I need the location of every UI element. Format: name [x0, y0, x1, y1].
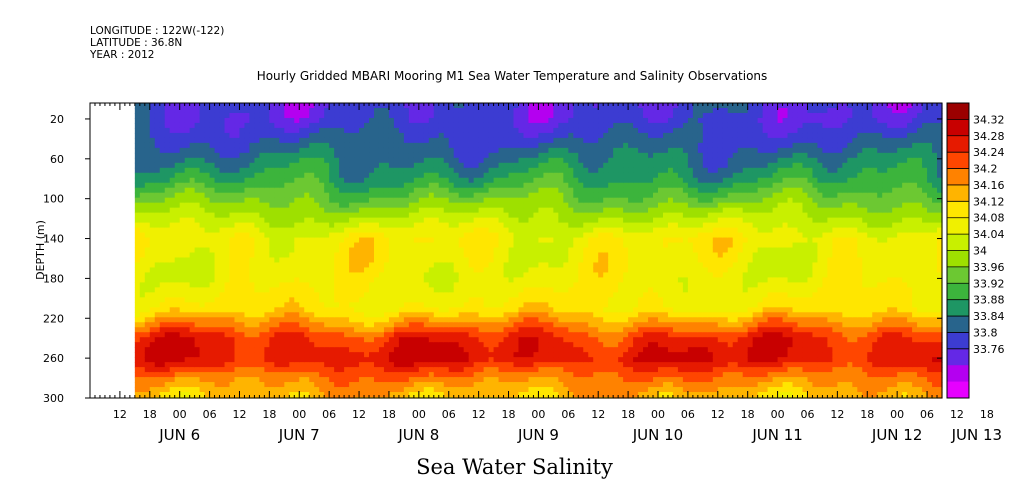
colorbar-label: 33.8 — [973, 326, 998, 339]
colorbar-label: 34.08 — [973, 212, 1005, 225]
year-label: YEAR : 2012 — [90, 49, 155, 61]
x-hour-label: 18 — [502, 408, 516, 421]
colorbar-swatch — [947, 168, 969, 186]
colorbar-label: 34.2 — [973, 163, 998, 176]
colorbar-label: 33.84 — [973, 310, 1005, 323]
colorbar-label: 34 — [973, 245, 987, 258]
colorbar-swatch — [947, 381, 969, 399]
colorbar-label: 34.04 — [973, 228, 1005, 241]
x-hour-label: 00 — [890, 408, 904, 421]
y-tick-label: 180 — [43, 272, 64, 285]
colorbar-swatch — [947, 316, 969, 333]
x-date-label: JUN 12 — [871, 426, 922, 444]
x-hour-label: 12 — [113, 408, 127, 421]
x-date-label: JUN 10 — [632, 426, 683, 444]
x-hour-label: 00 — [173, 408, 187, 421]
x-axis: 12 18 00 06 12 18 00 06 12 18 00 06 12 18 00 06 12 18 00 06… — [89, 103, 1002, 444]
x-hour-label: 12 — [472, 408, 486, 421]
x-hour-label: 12 — [711, 408, 725, 421]
y-tick-label: 300 — [43, 392, 64, 405]
colorbar-label: 34.16 — [973, 179, 1005, 192]
y-tick-label: 140 — [43, 233, 64, 246]
x-hour-label: 00 — [531, 408, 545, 421]
colorbar-swatch — [947, 103, 969, 120]
colorbar-label: 34.24 — [973, 146, 1005, 159]
colorbar-swatch — [947, 217, 969, 235]
colorbar-label: 33.88 — [973, 294, 1005, 307]
colorbar-swatch — [947, 365, 969, 383]
x-hour-label: 18 — [741, 408, 755, 421]
colorbar-swatch — [947, 299, 969, 317]
x-hour-label: 00 — [412, 408, 426, 421]
x-hour-label: 06 — [322, 408, 336, 421]
x-hour-label: 12 — [830, 408, 844, 421]
x-hour-label: 12 — [352, 408, 366, 421]
colorbar-swatch — [947, 119, 969, 137]
colorbar-swatch — [947, 201, 969, 219]
y-tick-label: 260 — [43, 352, 64, 365]
x-hour-label: 06 — [681, 408, 695, 421]
colorbar-swatch — [947, 266, 969, 284]
x-date-label: JUN 7 — [278, 426, 320, 444]
colorbar-label: 34.32 — [973, 113, 1005, 126]
y-tick-label: 20 — [50, 113, 64, 126]
x-axis-label: Sea Water Salinity — [416, 455, 613, 479]
x-hour-label: 18 — [382, 408, 396, 421]
x-hour-label: 06 — [800, 408, 814, 421]
x-hour-label: 18 — [980, 408, 994, 421]
x-hour-label: 18 — [621, 408, 635, 421]
y-tick-label: 60 — [50, 153, 64, 166]
x-hour-label: 06 — [442, 408, 456, 421]
x-hour-label: 06 — [920, 408, 934, 421]
x-hour-label: 00 — [771, 408, 785, 421]
colorbar-swatch — [947, 348, 969, 366]
x-date-label: JUN 6 — [158, 426, 200, 444]
colorbar-label: 34.12 — [973, 195, 1005, 208]
colorbar-swatch — [947, 152, 969, 170]
colorbar-swatch — [947, 332, 969, 350]
x-date-label: JUN 8 — [397, 426, 439, 444]
chart-title: Hourly Gridded MBARI Mooring M1 Sea Wate… — [256, 69, 768, 83]
y-tick-label: 100 — [43, 193, 64, 206]
colorbar-swatch — [947, 234, 969, 251]
colorbar-label: 33.76 — [973, 343, 1005, 356]
colorbar-swatch — [947, 135, 969, 153]
x-hour-label: 18 — [262, 408, 276, 421]
x-hour-label: 06 — [203, 408, 217, 421]
longitude-label: LONGITUDE : 122W(-122) — [90, 25, 225, 37]
y-tick-label: 220 — [43, 312, 64, 325]
plot-frame — [89, 102, 943, 399]
x-date-label: JUN 11 — [751, 426, 802, 444]
x-date-label: JUN 13 — [951, 426, 1002, 444]
x-hour-label: 00 — [292, 408, 306, 421]
x-hour-label: 12 — [591, 408, 605, 421]
x-hour-label: 18 — [143, 408, 157, 421]
colorbar-label: 33.96 — [973, 261, 1005, 274]
x-hour-label: 06 — [561, 408, 575, 421]
salinity-heatmap — [134, 103, 943, 399]
y-axis: 20 60 100 140 180 220 260 300 — [43, 113, 942, 405]
colorbar-swatch — [947, 250, 969, 268]
latitude-label: LATITUDE : 36.8N — [90, 37, 183, 49]
x-hour-label: 00 — [651, 408, 665, 421]
colorbar-swatch — [947, 184, 969, 202]
colorbar: 34.32 34.28 34.24 34.2 34.16 34.12 34.08 34.04 3… — [946, 102, 1005, 399]
colorbar-swatch — [947, 283, 969, 301]
x-hour-label: 12 — [232, 408, 246, 421]
x-hour-label: 18 — [860, 408, 874, 421]
x-hour-label: 12 — [950, 408, 964, 421]
colorbar-label: 34.28 — [973, 130, 1005, 143]
colorbar-label: 33.92 — [973, 277, 1005, 290]
y-axis-label: DEPTH (m) — [34, 220, 47, 280]
x-date-label: JUN 9 — [517, 426, 559, 444]
